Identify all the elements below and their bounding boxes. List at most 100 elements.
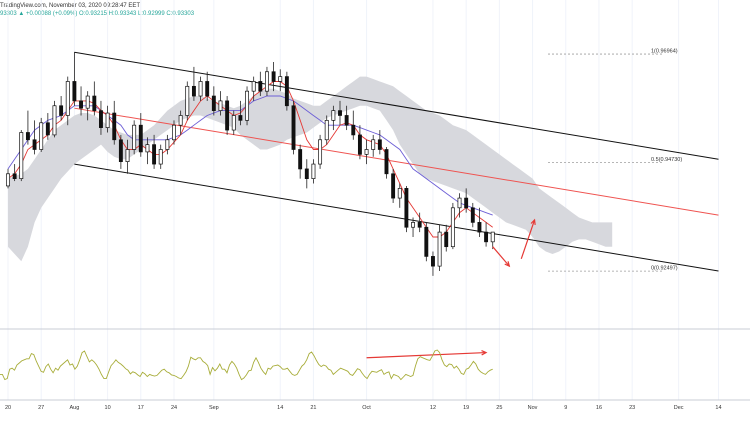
candle-body xyxy=(344,115,349,126)
oscillator-pane xyxy=(0,349,493,381)
candle xyxy=(318,134,323,169)
ichimoku-cloud xyxy=(8,76,613,262)
candle-body xyxy=(198,81,203,97)
channel-median-line xyxy=(74,107,719,216)
candle-body xyxy=(318,139,323,165)
candle xyxy=(470,202,475,228)
candle xyxy=(198,76,203,101)
candle-body xyxy=(125,149,130,162)
fib-level-label: 0.5(0.94730) xyxy=(651,157,682,163)
x-tick-label: Sep xyxy=(209,405,219,411)
candle-body xyxy=(391,173,396,199)
candle-body xyxy=(225,100,230,131)
candle xyxy=(145,137,150,165)
candle xyxy=(357,125,362,160)
candle xyxy=(12,164,17,182)
candle-body xyxy=(25,132,30,141)
header-ohlc-values: 93303 ▲ +0.00088 (+0.09%) O:0.93215 H:0.… xyxy=(0,11,195,17)
candle xyxy=(19,130,24,182)
candle xyxy=(52,100,57,138)
x-tick-label: 27 xyxy=(38,405,44,411)
candle-body xyxy=(92,95,97,111)
candle xyxy=(298,144,303,179)
candle xyxy=(165,134,170,155)
candle xyxy=(417,212,422,233)
candle-body xyxy=(278,76,283,82)
candle xyxy=(92,81,97,116)
candle-body xyxy=(251,81,256,92)
candle-body xyxy=(258,81,263,92)
candle xyxy=(251,76,256,101)
candle-body xyxy=(331,110,336,121)
down-arrow xyxy=(492,246,511,268)
candle xyxy=(45,113,50,140)
candle xyxy=(99,100,103,135)
candle-body xyxy=(437,231,442,267)
candle xyxy=(331,105,336,131)
candle-body xyxy=(431,256,435,267)
candle xyxy=(191,66,196,101)
candle-body xyxy=(377,139,382,150)
candle xyxy=(444,224,449,252)
x-tick-label: Nov xyxy=(528,405,538,411)
candlesticks xyxy=(6,52,495,276)
candle xyxy=(304,159,309,189)
candle-body xyxy=(52,105,57,136)
candle xyxy=(371,134,376,157)
candle xyxy=(411,217,415,237)
candle-body xyxy=(484,231,489,243)
x-tick-label: 25 xyxy=(496,405,502,411)
candle xyxy=(457,193,462,218)
candle xyxy=(284,71,289,111)
candle xyxy=(397,183,402,208)
candle xyxy=(79,86,83,116)
candle xyxy=(258,71,263,97)
x-tick-label: 14 xyxy=(277,405,283,411)
candle xyxy=(112,100,117,145)
candle xyxy=(6,168,10,189)
candle-body xyxy=(238,115,243,121)
candle-body xyxy=(351,124,356,136)
candle xyxy=(72,52,77,106)
candle-body xyxy=(338,110,342,116)
x-tick-label: 16 xyxy=(596,405,602,411)
annotations xyxy=(366,218,536,359)
candle xyxy=(384,147,389,179)
candle-body xyxy=(231,115,236,131)
candle xyxy=(205,71,210,101)
candle-body xyxy=(271,71,276,82)
candle-body xyxy=(45,122,50,136)
x-tick-label: 10 xyxy=(105,405,111,411)
candle xyxy=(477,207,482,237)
candle-body xyxy=(65,81,70,116)
candle xyxy=(437,224,442,271)
candle xyxy=(311,159,316,184)
candle xyxy=(404,185,409,233)
channel-lower-line xyxy=(74,163,719,272)
candle-body xyxy=(118,139,123,162)
x-tick-label: 21 xyxy=(310,405,316,411)
candle xyxy=(245,86,249,126)
candle-body xyxy=(417,222,422,228)
candle xyxy=(344,105,349,131)
x-tick-label: Aug xyxy=(70,405,80,411)
candle xyxy=(118,134,123,169)
candle xyxy=(231,110,236,135)
x-tick-label: 17 xyxy=(138,405,144,411)
candle-body xyxy=(444,231,449,248)
candle xyxy=(65,76,70,126)
candle-body xyxy=(477,222,482,233)
candle-body xyxy=(99,110,103,128)
candle-body xyxy=(79,100,83,109)
candle xyxy=(464,188,469,213)
candle xyxy=(291,100,296,155)
candle-body xyxy=(205,81,210,97)
candle-body xyxy=(218,100,223,111)
candle-body xyxy=(105,112,110,128)
candle xyxy=(225,96,230,135)
candle-body xyxy=(145,144,150,153)
candle-body xyxy=(357,134,362,155)
candle xyxy=(377,130,382,155)
candle-body xyxy=(424,226,429,257)
